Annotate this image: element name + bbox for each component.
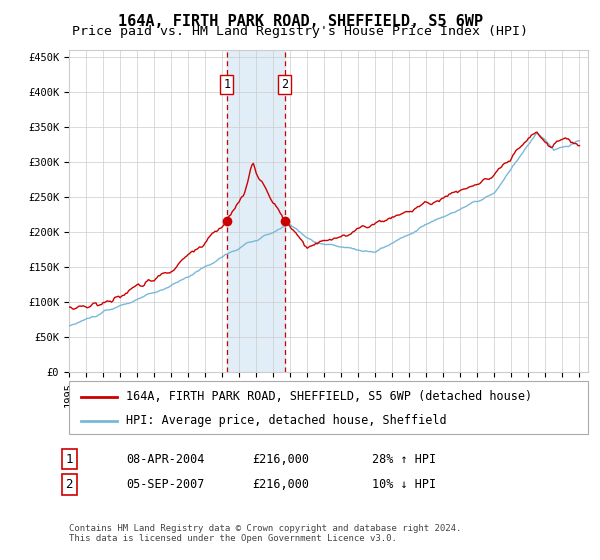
Text: 1: 1 <box>223 78 230 91</box>
Text: 1: 1 <box>65 452 73 466</box>
Text: 05-SEP-2007: 05-SEP-2007 <box>126 478 205 491</box>
Text: Contains HM Land Registry data © Crown copyright and database right 2024.
This d: Contains HM Land Registry data © Crown c… <box>69 524 461 543</box>
Bar <box>227 50 284 372</box>
Text: £216,000: £216,000 <box>252 478 309 491</box>
Text: 08-APR-2004: 08-APR-2004 <box>126 452 205 466</box>
Text: 164A, FIRTH PARK ROAD, SHEFFIELD, S5 6WP (detached house): 164A, FIRTH PARK ROAD, SHEFFIELD, S5 6WP… <box>126 390 532 403</box>
Text: Price paid vs. HM Land Registry's House Price Index (HPI): Price paid vs. HM Land Registry's House … <box>72 25 528 38</box>
Text: 10% ↓ HPI: 10% ↓ HPI <box>372 478 436 491</box>
Text: £216,000: £216,000 <box>252 452 309 466</box>
Text: HPI: Average price, detached house, Sheffield: HPI: Average price, detached house, Shef… <box>126 414 446 427</box>
Text: 2: 2 <box>65 478 73 491</box>
Text: 164A, FIRTH PARK ROAD, SHEFFIELD, S5 6WP: 164A, FIRTH PARK ROAD, SHEFFIELD, S5 6WP <box>118 14 482 29</box>
Text: 28% ↑ HPI: 28% ↑ HPI <box>372 452 436 466</box>
Text: 2: 2 <box>281 78 288 91</box>
